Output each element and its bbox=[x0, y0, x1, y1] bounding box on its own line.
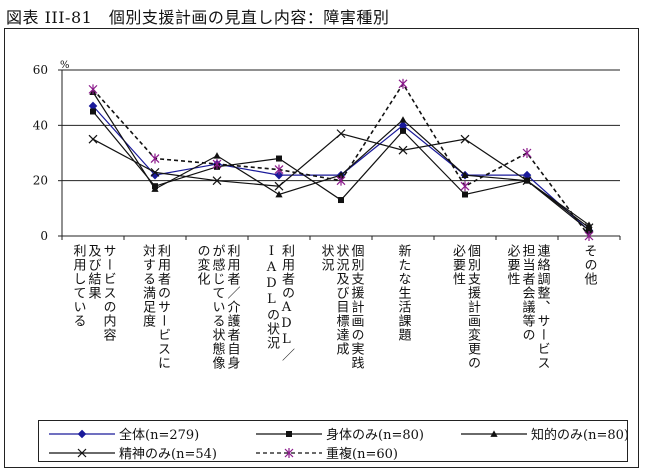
series-layer bbox=[88, 78, 594, 241]
data-point bbox=[336, 129, 346, 139]
data-point bbox=[336, 175, 346, 186]
category-label-line: 利用者のADL／ bbox=[279, 244, 295, 362]
legend-item: 重複(n=60) bbox=[254, 443, 398, 462]
category-label-line: 個別支援計画変更の bbox=[465, 244, 481, 370]
legend-swatch-marker bbox=[77, 429, 87, 438]
category-label-line: 個別支援計画の実践 bbox=[349, 244, 365, 370]
y-tick-label: 0 bbox=[40, 229, 48, 243]
figure-title: 図表 III-81 個別支援計画の見直し内容：障害種別 bbox=[6, 8, 390, 27]
category-label-line: 状況及び目標達成 bbox=[334, 244, 350, 356]
data-point bbox=[337, 171, 345, 179]
data-point bbox=[212, 159, 222, 170]
data-point bbox=[522, 148, 532, 158]
data-point bbox=[584, 231, 594, 241]
category-label-line: 利用者／介護者自身 bbox=[225, 244, 241, 370]
data-point bbox=[462, 191, 468, 198]
series-4 bbox=[88, 78, 594, 241]
data-point bbox=[151, 185, 159, 192]
y-tick-label: 60 bbox=[33, 63, 48, 77]
category-label-line: 対する満足度 bbox=[140, 244, 156, 328]
category-label-line: 必要性 bbox=[505, 244, 521, 286]
data-point bbox=[398, 78, 408, 89]
data-point bbox=[460, 181, 470, 192]
series-0 bbox=[88, 101, 594, 235]
category-label-line: 状況 bbox=[319, 244, 335, 272]
category-label-line: 利用者のサービスに bbox=[155, 244, 171, 370]
category-label-line: 及び結果 bbox=[86, 244, 102, 300]
data-point bbox=[275, 190, 283, 198]
category-label: 新たな生活課題 bbox=[396, 243, 412, 342]
legend-swatch-marker bbox=[286, 430, 292, 437]
category-label-line: 新たな生活課題 bbox=[396, 243, 412, 342]
chart-frame bbox=[4, 28, 639, 468]
category-label-line: サービスの内容 bbox=[101, 244, 117, 342]
data-point bbox=[88, 84, 98, 95]
data-point bbox=[522, 176, 532, 186]
legend-swatch bbox=[256, 430, 322, 437]
y-unit-label: % bbox=[60, 60, 70, 71]
category-label-line: 利用している bbox=[71, 244, 87, 328]
legend-label: 全体(n=279) bbox=[119, 428, 200, 443]
legend-swatch-marker bbox=[77, 448, 87, 457]
legend-swatch bbox=[49, 429, 115, 438]
legend-label: 知的のみ(n=80) bbox=[531, 428, 629, 443]
legend-swatch-marker bbox=[284, 447, 294, 458]
data-point bbox=[274, 164, 284, 175]
legend-swatch bbox=[49, 448, 115, 457]
category-label-line: IADLの状況 bbox=[264, 244, 280, 350]
legend-item: 知的のみ(n=80) bbox=[459, 424, 629, 443]
data-point bbox=[276, 155, 282, 162]
series-3 bbox=[88, 129, 594, 233]
series-line bbox=[92, 82, 590, 237]
axis-layer: 0 20 40 60% bbox=[33, 60, 621, 243]
category-label-line: 担当者会議等の bbox=[520, 244, 536, 342]
category-label-line: 連絡調整、サービス bbox=[535, 244, 551, 370]
legend: 全体(n=279) 身体のみ(n=80) 知的のみ(n=80) 精神のみ(n=54) 重… bbox=[38, 420, 629, 462]
y-tick-label: 20 bbox=[33, 174, 48, 188]
data-point bbox=[212, 176, 222, 186]
category-label-line: が感じている状態像 bbox=[210, 244, 226, 370]
data-point bbox=[150, 153, 160, 164]
data-point bbox=[274, 181, 284, 191]
legend-swatch-marker bbox=[490, 429, 498, 437]
category-label-line: の変化 bbox=[195, 244, 211, 286]
category-label-line: その他 bbox=[582, 244, 598, 286]
data-point bbox=[274, 170, 284, 180]
legend-item: 身体のみ(n=80) bbox=[254, 424, 424, 443]
data-point bbox=[150, 167, 160, 177]
data-point bbox=[213, 152, 221, 159]
data-point bbox=[90, 108, 96, 115]
legend-swatch bbox=[256, 447, 322, 458]
data-point bbox=[338, 197, 344, 204]
data-point bbox=[460, 134, 470, 144]
legend-item: 全体(n=279) bbox=[47, 424, 199, 443]
legend-label: 精神のみ(n=54) bbox=[119, 447, 217, 462]
data-point bbox=[398, 145, 408, 155]
legend-swatch bbox=[461, 429, 527, 437]
category-label: その他 bbox=[582, 244, 598, 286]
data-point bbox=[88, 134, 98, 144]
data-point bbox=[461, 171, 469, 179]
grid-layer bbox=[62, 69, 620, 237]
data-point bbox=[586, 227, 592, 234]
legend-label: 身体のみ(n=80) bbox=[326, 428, 424, 443]
category-label-line: 必要性 bbox=[450, 244, 466, 286]
legend-item: 精神のみ(n=54) bbox=[47, 443, 217, 462]
category-label: 利用者のADL／IADLの状況 bbox=[264, 244, 295, 362]
series-line bbox=[92, 105, 590, 231]
data-point bbox=[400, 127, 406, 134]
series-line bbox=[92, 91, 590, 226]
legend-label: 重複(n=60) bbox=[326, 447, 398, 462]
data-point bbox=[584, 223, 594, 233]
data-point bbox=[399, 116, 407, 123]
y-tick-label: 40 bbox=[33, 118, 48, 132]
